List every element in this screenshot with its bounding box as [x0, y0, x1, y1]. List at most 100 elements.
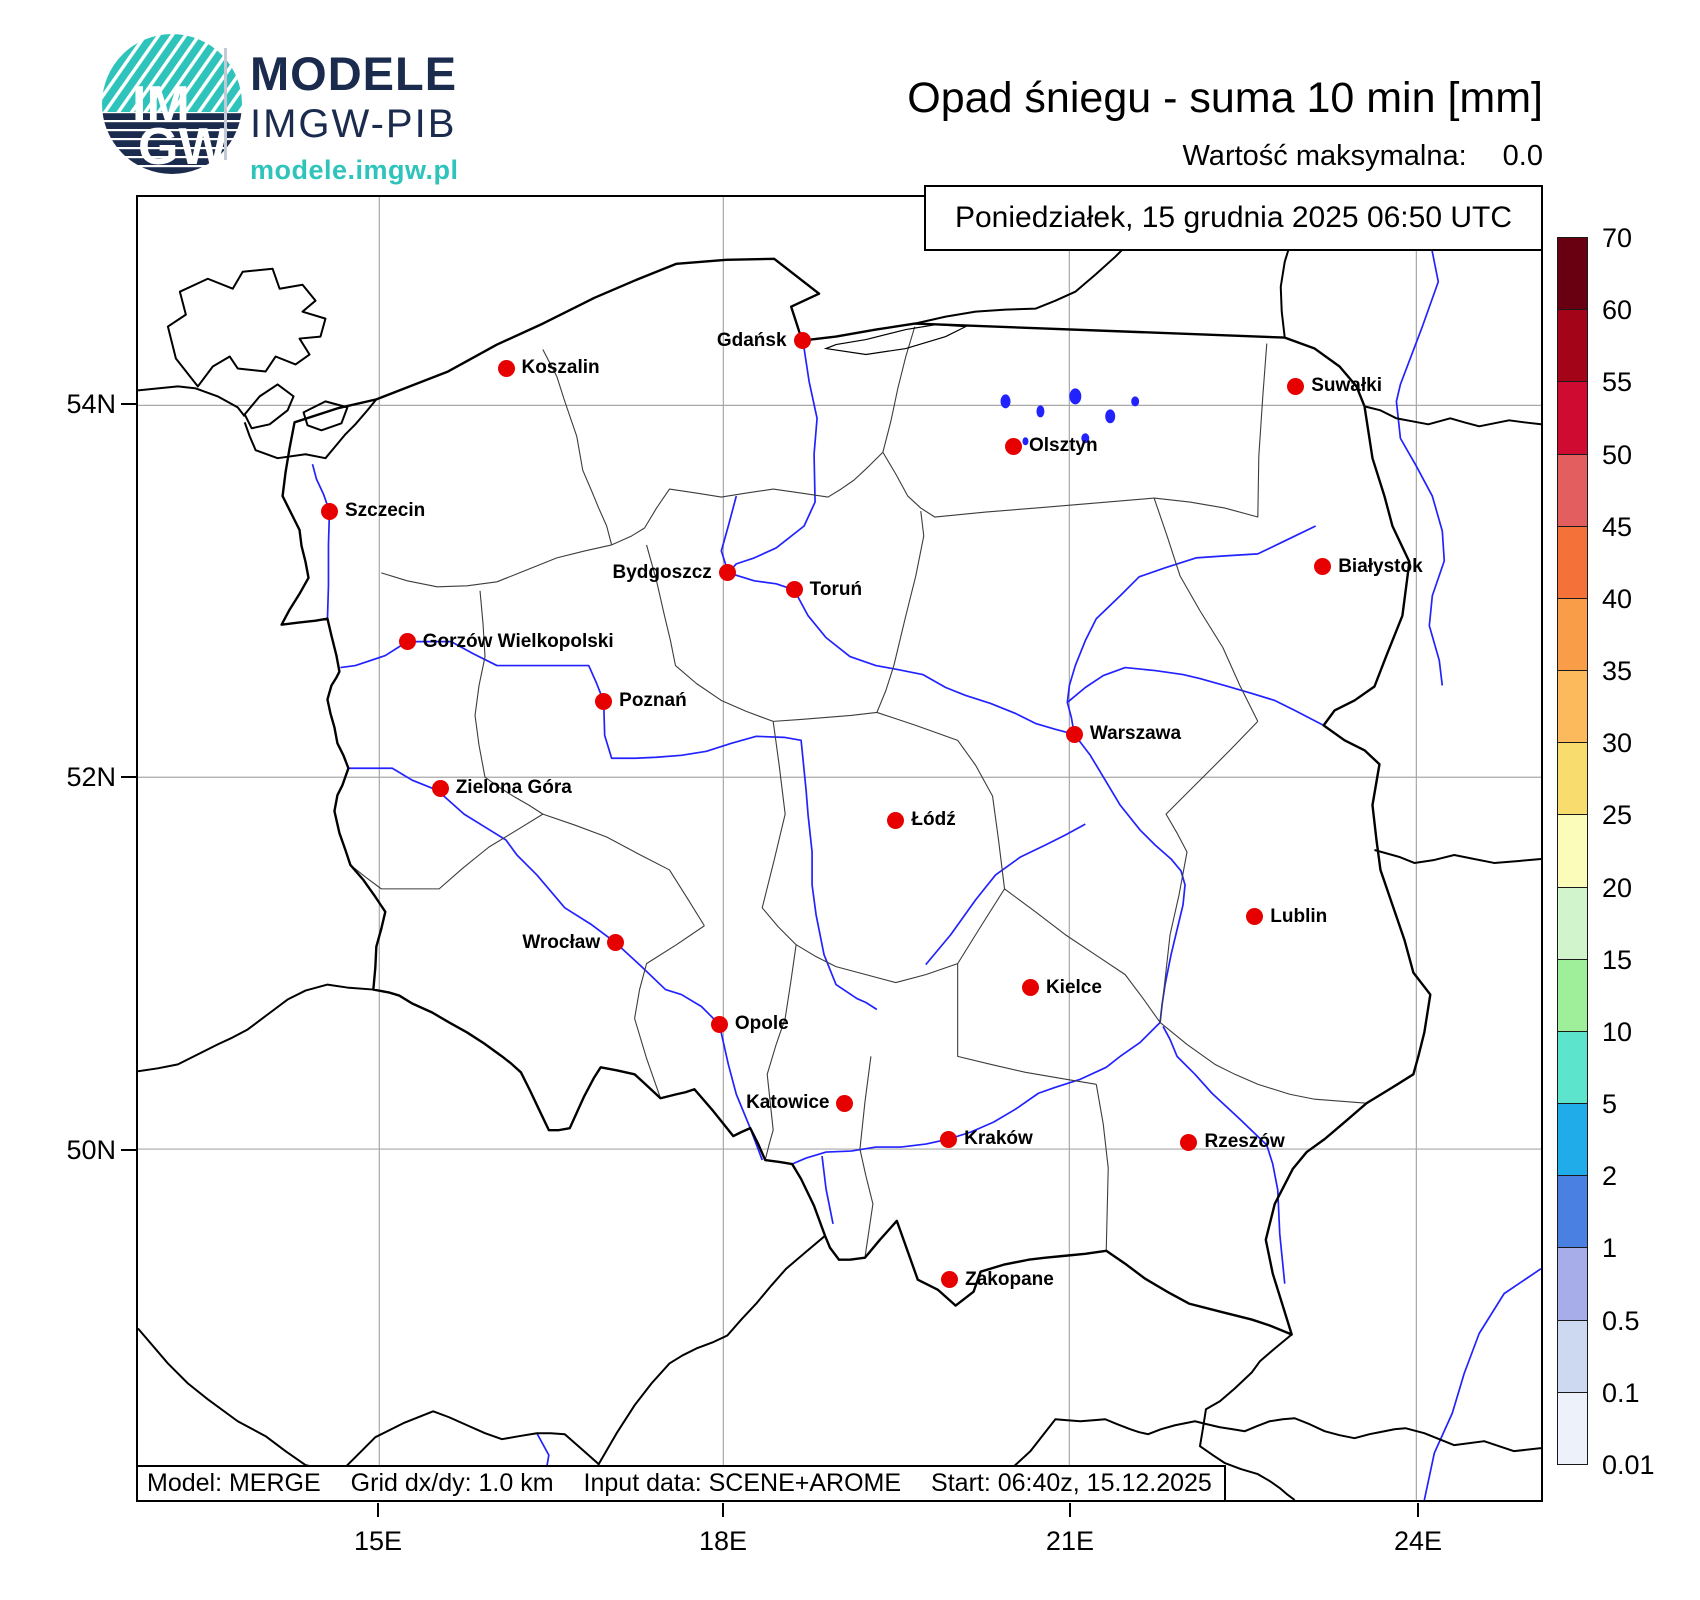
- city-dot-icon: [595, 692, 613, 710]
- city-label: Gdańsk: [716, 329, 787, 351]
- brand-title: MODELE: [250, 47, 458, 100]
- colorbar-segment: [1557, 742, 1588, 816]
- rivers: [311, 197, 1541, 1500]
- x-axis-tick: [377, 1503, 379, 1517]
- colorbar-tick-label: 50: [1602, 439, 1633, 470]
- city-label: Suwałki: [1311, 375, 1382, 397]
- model-info-grid: Grid dx/dy: 1.0 km: [350, 1469, 554, 1497]
- colorbar: [1557, 237, 1588, 1465]
- colorbar-segment: [1557, 381, 1588, 455]
- svg-text:GW: GW: [138, 118, 228, 176]
- city-marker-szczecin: Szczecin: [321, 500, 425, 522]
- brand-divider: [224, 48, 227, 160]
- colorbar-labels: 70 60 55 50 45 40 35 30 25 20 15 10 5 2 1 0.5 0.1 0.01: [1602, 223, 1692, 1480]
- page-title: Opad śniegu - suma 10 min [mm]: [907, 74, 1543, 122]
- timestamp-box: Poniedziałek, 15 grudnia 2025 06:50 UTC: [924, 185, 1543, 251]
- model-info-start: Start: 06:40z, 15.12.2025: [931, 1469, 1212, 1497]
- colorbar-segment: [1557, 237, 1588, 311]
- city-dot-icon: [1004, 437, 1022, 455]
- city-dot-icon: [431, 779, 449, 797]
- x-axis-tick: [722, 1503, 724, 1517]
- model-info-input: Input data: SCENE+AROME: [583, 1469, 902, 1497]
- colorbar-segment: [1557, 670, 1588, 744]
- colorbar-segment: [1557, 1247, 1588, 1321]
- y-axis-tick: [121, 1149, 136, 1152]
- city-dot-icon: [1287, 377, 1305, 395]
- colorbar-tick-label: 1: [1602, 1233, 1618, 1264]
- poland-map-svg: [138, 197, 1541, 1500]
- city-label: Bydgoszcz: [612, 561, 712, 583]
- city-label: Kielce: [1045, 976, 1102, 998]
- city-dot-icon: [497, 359, 515, 377]
- colorbar-tick-label: 2: [1602, 1161, 1618, 1192]
- city-marker-białystok: Białystok: [1314, 555, 1423, 578]
- brand-url-link[interactable]: modele.imgw.pl: [250, 155, 459, 185]
- city-label: Szczecin: [345, 500, 426, 522]
- x-axis-label: 15E: [353, 1526, 403, 1556]
- city-label: Zakopane: [965, 1268, 1054, 1290]
- city-dot-icon: [941, 1271, 959, 1289]
- city-dot-icon: [793, 332, 811, 350]
- city-label: Rzeszów: [1204, 1131, 1285, 1153]
- model-info-model: Model: MERGE: [147, 1469, 321, 1497]
- map-cities: Szczecin Koszalin Gdańsk Suwałki Olsztyn Bydg…: [138, 197, 1541, 1500]
- city-marker-kraków: Kraków: [940, 1128, 1033, 1150]
- colorbar-tick-label: 55: [1602, 367, 1633, 398]
- y-axis-label: 54N: [66, 389, 116, 420]
- colorbar-segment: [1557, 958, 1588, 1032]
- colorbar-tick-label: 0.5: [1602, 1305, 1640, 1336]
- city-label: Łódź: [911, 809, 956, 831]
- city-label: Białystok: [1338, 555, 1423, 577]
- city-marker-rzeszów: Rzeszów: [1180, 1131, 1285, 1153]
- city-dot-icon: [836, 1094, 854, 1112]
- city-marker-wrocław: Wrocław: [522, 931, 625, 954]
- city-dot-icon: [887, 811, 905, 829]
- colorbar-tick-label: 30: [1602, 728, 1633, 759]
- colorbar-segment: [1557, 1319, 1588, 1393]
- colorbar-segment: [1557, 525, 1588, 599]
- colorbar-segment: [1557, 886, 1588, 960]
- city-dot-icon: [321, 502, 338, 520]
- city-marker-zakopane: Zakopane: [941, 1269, 1054, 1291]
- city-marker-toruń: Toruń: [785, 579, 862, 601]
- city-label: Kraków: [964, 1128, 1033, 1150]
- colorbar-tick-label: 15: [1602, 944, 1633, 975]
- colorbar-tick-label: 20: [1602, 872, 1633, 903]
- city-label: Wrocław: [522, 931, 601, 953]
- city-label: Gorzów Wielkopolski: [422, 630, 614, 652]
- city-label: Warszawa: [1089, 723, 1182, 745]
- city-label: Katowice: [746, 1092, 830, 1114]
- city-label: Opole: [734, 1013, 789, 1035]
- city-dot-icon: [1021, 979, 1039, 997]
- colorbar-tick-label: 25: [1602, 800, 1633, 831]
- poland-border: [280, 257, 1432, 1336]
- city-marker-kielce: Kielce: [1021, 976, 1102, 999]
- max-value: 0.0: [1502, 140, 1543, 172]
- city-label: Poznań: [619, 690, 687, 712]
- city-marker-suwałki: Suwałki: [1287, 375, 1382, 397]
- voivodeship-borders: [350, 326, 1367, 1258]
- max-value-line: Wartość maksymalna: 0.0: [1183, 140, 1543, 173]
- colorbar-tick-label: 40: [1602, 583, 1633, 614]
- colorbar-tick-label: 35: [1602, 656, 1633, 687]
- graticule: [138, 197, 1541, 1500]
- city-dot-icon: [940, 1130, 958, 1148]
- city-dot-icon: [1065, 725, 1083, 743]
- y-axis-label: 52N: [66, 762, 116, 792]
- city-marker-poznań: Poznań: [595, 690, 687, 712]
- colorbar-tick-label: 70: [1602, 223, 1633, 253]
- city-dot-icon: [1246, 908, 1264, 926]
- colorbar-tick-label: 5: [1602, 1089, 1618, 1120]
- city-marker-warszawa: Warszawa: [1065, 723, 1182, 745]
- x-axis-label: 18E: [698, 1526, 748, 1556]
- city-marker-olsztyn: Olsztyn: [1004, 435, 1098, 457]
- colorbar-tick-label: 45: [1602, 511, 1633, 542]
- city-marker-łódź: Łódź: [887, 809, 956, 831]
- colorbar-segment: [1557, 597, 1588, 672]
- city-marker-bydgoszcz: Bydgoszcz: [613, 562, 736, 584]
- city-marker-zielona-góra: Zielona Góra: [431, 777, 572, 799]
- city-dot-icon: [607, 934, 625, 952]
- city-dot-icon: [710, 1015, 728, 1033]
- timestamp-text: Poniedziałek, 15 grudnia 2025 06:50 UTC: [954, 201, 1513, 234]
- city-dot-icon: [1314, 558, 1332, 576]
